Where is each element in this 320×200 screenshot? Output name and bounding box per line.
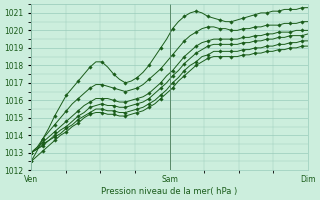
- X-axis label: Pression niveau de la mer( hPa ): Pression niveau de la mer( hPa ): [101, 187, 238, 196]
